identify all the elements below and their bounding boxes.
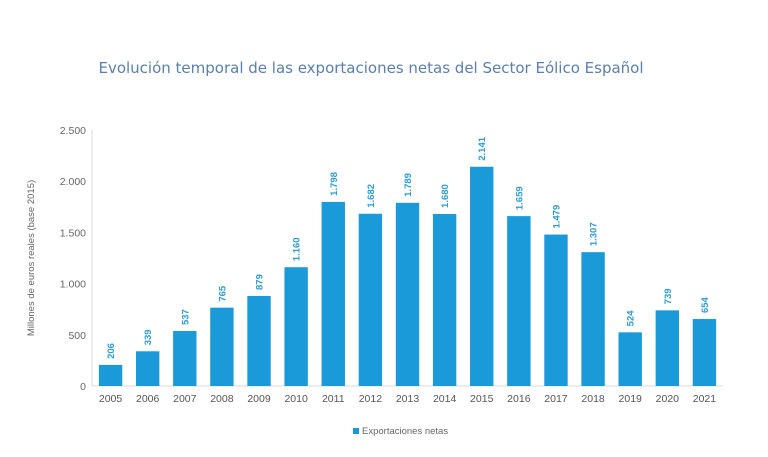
y-tick-label: 2.000 [60, 176, 86, 188]
x-tick-label: 2010 [284, 393, 308, 405]
bar [395, 202, 420, 386]
y-tick-label: 0 [80, 381, 86, 393]
data-label: 1.682 [366, 184, 377, 208]
x-tick-label: 2007 [173, 393, 197, 405]
data-label: 1.307 [589, 222, 600, 246]
bar [507, 216, 531, 386]
x-tick-label: 2014 [433, 393, 457, 405]
data-label: 206 [106, 343, 117, 359]
y-tick-label: 2.500 [60, 125, 86, 137]
data-label: 537 [180, 309, 191, 325]
data-label: 1.479 [551, 205, 562, 229]
bar [173, 331, 197, 386]
chart-title: Evolución temporal de las exportaciones … [98, 59, 643, 77]
bar [284, 267, 308, 386]
bar [544, 234, 568, 386]
x-tick-label: 2021 [693, 393, 717, 405]
y-axis-ticks: 0 500 1.000 1.500 2.000 2.500 [60, 125, 86, 393]
data-label: 339 [143, 329, 154, 345]
bar [98, 364, 123, 386]
x-tick-label: 2008 [210, 393, 234, 405]
data-label: 2.141 [477, 136, 488, 160]
x-tick-label: 2019 [619, 393, 643, 405]
bar [321, 201, 345, 386]
data-label: 739 [663, 288, 674, 304]
bar [210, 307, 234, 386]
data-label: 1.659 [514, 186, 525, 210]
x-tick-label: 2017 [544, 393, 568, 405]
data-label: 654 [700, 296, 711, 313]
legend: Exportaciones netas [353, 426, 448, 437]
x-tick-label: 2018 [581, 393, 605, 405]
bar [432, 213, 457, 386]
legend-swatch [353, 428, 359, 434]
x-axis-ticks: 2005 2006 2007 2008 2009 2010 2011 2012 2013 2014… [99, 393, 716, 405]
bar [358, 213, 383, 386]
bar [135, 351, 160, 386]
data-label: 524 [626, 310, 637, 327]
x-tick-label: 2020 [656, 393, 680, 405]
bar [618, 332, 642, 386]
bar [247, 295, 271, 386]
x-tick-label: 2013 [396, 393, 420, 405]
x-tick-label: 2011 [322, 393, 345, 405]
x-tick-label: 2005 [99, 393, 123, 405]
x-tick-label: 2015 [470, 393, 494, 405]
bars: 206 339 537 765 879 1.160 1.798 1.682 1.789 1.680… [98, 136, 717, 386]
x-tick-label: 2009 [247, 393, 271, 405]
data-label: 1.798 [329, 172, 340, 196]
data-label: 1.789 [403, 173, 414, 197]
legend-label: Exportaciones netas [362, 426, 448, 437]
bar [581, 252, 605, 386]
y-tick-label: 1.500 [60, 227, 86, 239]
x-tick-label: 2016 [507, 393, 531, 405]
y-axis-label: Millones de euros reales (base 2015) [26, 180, 37, 336]
data-label: 765 [217, 285, 228, 302]
data-label: 1.160 [292, 237, 303, 261]
y-tick-label: 500 [68, 330, 86, 342]
x-tick-label: 2006 [136, 393, 160, 405]
bar [655, 310, 680, 386]
data-label: 879 [255, 274, 266, 290]
x-tick-label: 2012 [359, 393, 383, 405]
y-tick-label: 1.000 [60, 279, 86, 291]
bar [692, 319, 717, 386]
bar [470, 166, 494, 386]
data-label: 1.680 [440, 184, 451, 208]
